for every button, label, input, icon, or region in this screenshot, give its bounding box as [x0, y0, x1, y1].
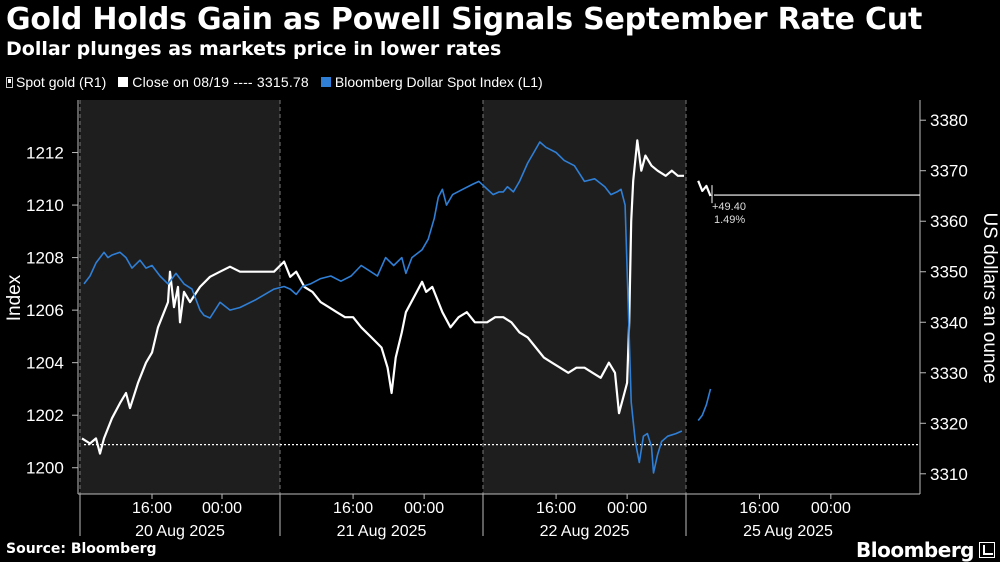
source-note: Source: Bloomberg [6, 541, 157, 557]
left-tick-label: 1210 [26, 196, 64, 215]
right-tick-label: 3350 [930, 263, 968, 282]
left-tick-label: 1204 [26, 354, 64, 373]
time-tick-label: 00:00 [202, 500, 242, 517]
right-tick-label: 3340 [930, 313, 968, 332]
reference-swatch [118, 77, 129, 87]
legend-label-gold: Spot gold (R1) [16, 74, 107, 90]
legend-label-dollar: Bloomberg Dollar Spot Index (L1) [334, 74, 543, 90]
legend-item-reference: Close on 08/19 ---- 3315.78 [118, 74, 309, 90]
chart-subtitle: Dollar plunges as markets price in lower… [6, 38, 502, 60]
dollar-series-line-1 [697, 388, 712, 421]
day-label: 25 Aug 2025 [743, 523, 833, 540]
annotation-change: +49.40 [712, 201, 746, 213]
day-shade-0 [80, 100, 280, 494]
right-tick-label: 3360 [930, 212, 968, 231]
left-tick-label: 1202 [26, 406, 64, 425]
time-tick-label: 16:00 [132, 500, 172, 517]
time-tick-label: 16:00 [333, 500, 373, 517]
day-shade-1 [483, 100, 686, 494]
gold-series-line-1 [697, 180, 712, 197]
gold-series-line-0 [81, 139, 684, 455]
brand-logo-text: Bloomberg [856, 538, 974, 562]
gold-series-icon [6, 76, 13, 88]
time-tick-label: 00:00 [811, 500, 851, 517]
right-tick-label: 3330 [930, 364, 968, 383]
dollar-series-line-0 [83, 141, 683, 474]
brand-mark-icon [979, 542, 995, 558]
right-axis-title: US dollars an ounce [979, 212, 1000, 383]
right-tick-label: 3320 [930, 414, 968, 433]
legend-item-dollar: Bloomberg Dollar Spot Index (L1) [320, 74, 543, 90]
left-tick-label: 1200 [26, 459, 64, 478]
annotation-percent: 1.49% [714, 214, 745, 226]
dollar-swatch [320, 77, 331, 87]
legend-item-gold: Spot gold (R1) [6, 74, 106, 90]
day-label: 22 Aug 2025 [540, 523, 630, 540]
left-tick-label: 1212 [26, 144, 64, 163]
right-tick-label: 3380 [930, 111, 968, 130]
legend: Spot gold (R1) Close on 08/19 ---- 3315.… [6, 74, 555, 90]
legend-label-reference: Close on 08/19 ---- 3315.78 [132, 74, 309, 90]
right-tick-label: 3310 [930, 465, 968, 484]
left-tick-label: 1206 [26, 301, 64, 320]
day-label: 20 Aug 2025 [135, 523, 225, 540]
time-tick-label: 16:00 [536, 500, 576, 517]
left-axis-title: Index [4, 274, 25, 321]
time-tick-label: 00:00 [404, 500, 444, 517]
time-tick-label: 16:00 [739, 500, 779, 517]
chart-title: Gold Holds Gain as Powell Signals Septem… [6, 2, 923, 37]
left-tick-label: 1208 [26, 249, 64, 268]
time-tick-label: 00:00 [607, 500, 647, 517]
day-label: 21 Aug 2025 [337, 523, 427, 540]
right-tick-label: 3370 [930, 162, 968, 181]
